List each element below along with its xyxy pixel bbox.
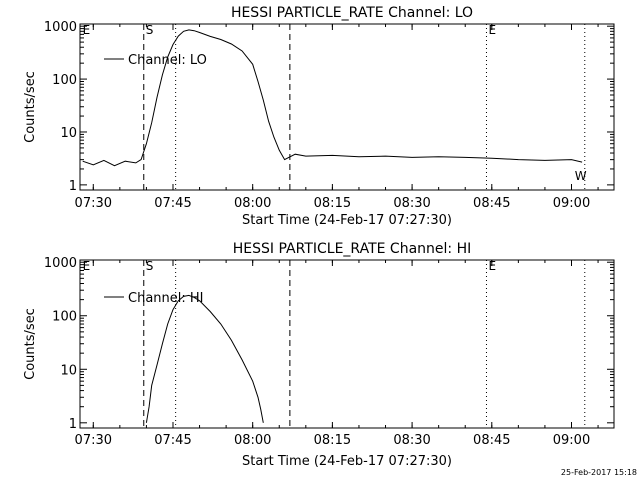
y-tick-label: 1000 [44,256,77,271]
x-tick-label: 07:30 [75,433,112,448]
edge-marker-E: E [83,259,91,273]
panel-hi-legend-label: Channel: HI [128,291,204,306]
x-tick-label: 09:00 [553,196,590,211]
panel-hi-axes-frame [79,259,615,429]
channel-hi-data-line [145,294,264,423]
x-tick-label: 08:30 [393,196,430,211]
panel-lo-ticks: 07:30 07:45 08:00 08:15 08:30 08:45 09:00 1 10 10… [44,20,614,211]
event-marker-S: S [146,23,154,37]
y-tick-label: 100 [52,310,77,325]
x-tick-label: 07:45 [154,196,191,211]
x-tick-label: 08:45 [473,196,510,211]
event-marker-S: S [146,259,154,273]
event-marker-E: E [488,259,496,273]
panel-lo-xlabel: Start Time (24-Feb-17 07:27:30) [242,213,452,228]
panel-hi-ticks: 07:30 07:45 08:00 08:15 08:30 08:45 09:00 1 10 10… [44,256,614,448]
y-tick-label: 10 [60,126,77,141]
x-tick-label: 08:45 [473,433,510,448]
x-tick-label: 09:00 [553,433,590,448]
panel-lo-legend: Channel: LO [104,53,207,68]
channel-lo-data-line [82,29,583,167]
footer-timestamp: 25-Feb-2017 15:18 [561,468,637,477]
event-marker-E: E [488,23,496,37]
panel-lo-axes-frame [79,23,615,191]
x-tick-label: 08:00 [234,433,271,448]
x-tick-label: 07:45 [154,433,191,448]
panel-hi: HESSI PARTICLE_RATE Channel: HI 07:30 07:… [23,241,615,469]
x-tick-label: 07:30 [75,196,112,211]
panel-hi-markers: E [83,259,91,273]
y-tick-label: 1 [69,179,77,194]
panel-lo-legend-label: Channel: LO [128,53,207,68]
panel-hi-legend: Channel: HI [104,291,204,306]
x-tick-label: 08:30 [393,433,430,448]
x-tick-label: 08:15 [314,433,351,448]
y-tick-label: 10 [60,363,77,378]
panel-lo-title: HESSI PARTICLE_RATE Channel: LO [231,5,473,21]
edge-marker-E: E [83,23,91,37]
y-tick-label: 1 [69,417,77,432]
panel-hi-ylabel: Counts/sec [23,308,38,380]
y-tick-label: 100 [52,73,77,88]
x-tick-label: 08:00 [234,196,271,211]
y-tick-label: 1000 [44,20,77,35]
panel-hi-title: HESSI PARTICLE_RATE Channel: HI [233,241,471,257]
panel-hi-xlabel: Start Time (24-Feb-17 07:27:30) [242,454,452,469]
panel-lo: HESSI PARTICLE_RATE Channel: LO 07:30 07:… [23,5,615,228]
panel-lo-markers: EW [83,23,587,183]
x-tick-label: 08:15 [314,196,351,211]
edge-marker-W: W [575,169,587,183]
panel-lo-ylabel: Counts/sec [23,71,38,143]
